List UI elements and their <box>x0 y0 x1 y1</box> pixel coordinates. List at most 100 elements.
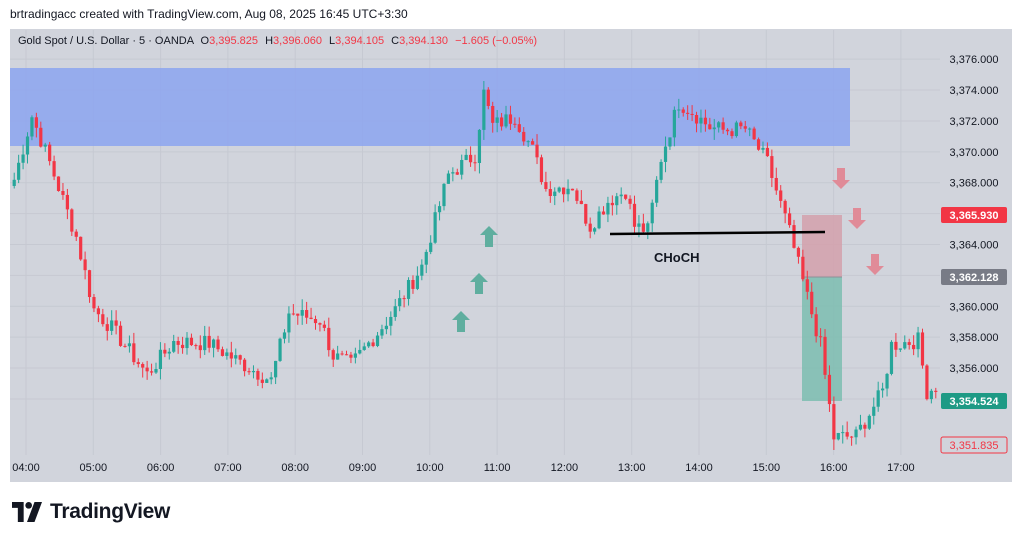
y-tick-label: 3,370.000 <box>950 147 999 159</box>
choch-label: CHoCH <box>654 250 700 265</box>
y-tick-label: 3,364.000 <box>950 240 999 252</box>
candle-body <box>619 194 623 197</box>
candle-body <box>934 390 938 392</box>
candle-body <box>748 128 752 130</box>
candle-body <box>814 314 818 337</box>
candle-body <box>127 343 132 347</box>
candle-body <box>296 313 300 316</box>
candle-body <box>269 377 273 380</box>
candle-body <box>796 247 801 257</box>
candle-body <box>863 424 867 429</box>
candle-body <box>801 256 805 280</box>
candle-body <box>393 306 397 317</box>
candle-body <box>198 345 202 351</box>
candle-body <box>725 129 730 132</box>
x-tick-label: 10:00 <box>416 462 444 474</box>
tradingview-logo[interactable]: TradingView <box>12 500 170 524</box>
candle-body <box>473 162 477 164</box>
candle-body <box>818 336 823 338</box>
candle-body <box>570 188 575 191</box>
candle-body <box>61 191 65 195</box>
candle-body <box>176 341 180 345</box>
candle-body <box>34 117 38 128</box>
candle-body <box>765 147 770 157</box>
candle-body <box>83 259 87 271</box>
candle-body <box>624 194 628 199</box>
candle-body <box>433 212 437 243</box>
x-tick-label: 05:00 <box>80 462 108 474</box>
y-tick-label: 3,360.000 <box>950 301 999 313</box>
candle-body <box>123 345 127 347</box>
candle-body <box>526 141 530 143</box>
ohlc-legend: Gold Spot / U.S. Dollar · 5 · OANDA O3,3… <box>18 35 537 47</box>
candle-body <box>21 154 25 163</box>
candle-body <box>194 345 198 347</box>
candle-body <box>247 371 251 373</box>
candle-body <box>686 112 690 114</box>
candle-body <box>398 298 402 307</box>
candle-body <box>597 211 601 229</box>
candle-body <box>189 337 194 346</box>
candle-body <box>881 388 885 391</box>
low-label: L <box>329 35 336 47</box>
candle-body <box>779 190 783 201</box>
x-axis: 04:00 05:00 06:00 07:00 08:00 09:00 10:00 11:00… <box>12 462 914 474</box>
candle-body <box>841 432 845 434</box>
price-badge-gray-label: 3,362.128 <box>950 272 999 284</box>
candle-body <box>211 339 216 348</box>
symbol-label: Gold Spot / U.S. Dollar · 5 · OANDA <box>18 35 194 47</box>
tradingview-wordmark: TradingView <box>50 500 171 523</box>
close-value: 3,394.130 <box>399 35 449 47</box>
candle-body <box>353 353 357 358</box>
candle-body <box>712 127 716 130</box>
stop-loss-zone <box>802 215 842 277</box>
candle-body <box>508 114 513 124</box>
arrow-up-icon <box>480 226 498 247</box>
x-tick-label: 07:00 <box>214 462 242 474</box>
candle-body <box>672 109 676 138</box>
candle-body <box>105 324 109 331</box>
candle-body <box>659 161 663 180</box>
candle-body <box>601 211 606 215</box>
candle-body <box>291 313 295 315</box>
price-badge-gray: 3,362.128 <box>941 269 1007 285</box>
candle-body <box>87 270 92 298</box>
candle-body <box>575 190 579 201</box>
candle-body <box>455 172 459 175</box>
candle-body <box>539 157 544 183</box>
candle-body <box>703 117 707 125</box>
candle-body <box>668 137 672 147</box>
high-value: 3,396.060 <box>273 35 322 47</box>
price-badge-outline-label: 3,351.835 <box>950 440 999 452</box>
candle-body <box>584 204 588 224</box>
candle-body <box>229 352 233 359</box>
candle-body <box>437 206 442 213</box>
candle-body <box>367 342 371 347</box>
change-value: −1.605 (−0.05%) <box>455 35 538 47</box>
candle-body <box>180 344 185 349</box>
candle-body <box>331 350 335 360</box>
arrow-down-icon <box>866 254 884 275</box>
candle-body <box>460 159 464 175</box>
candle-body <box>823 336 827 375</box>
candle-body <box>530 141 535 145</box>
candle-body <box>858 424 863 430</box>
candle-body <box>783 200 787 214</box>
candle-body <box>832 404 836 440</box>
candle-body <box>774 177 778 191</box>
candle-body <box>721 122 725 130</box>
price-badge-red-label: 3,365.930 <box>950 210 999 222</box>
candle-body <box>579 200 583 205</box>
candle-body <box>163 349 167 354</box>
candle-body <box>12 179 16 186</box>
candle-body <box>708 124 712 130</box>
candle-body <box>145 367 149 372</box>
candle-body <box>663 146 668 162</box>
candle-body <box>101 314 105 325</box>
candle-body <box>318 323 322 325</box>
candle-body <box>504 114 508 127</box>
candle-body <box>375 335 380 347</box>
candle-body <box>234 355 238 359</box>
price-badge-green: 3,354.524 <box>941 393 1007 409</box>
